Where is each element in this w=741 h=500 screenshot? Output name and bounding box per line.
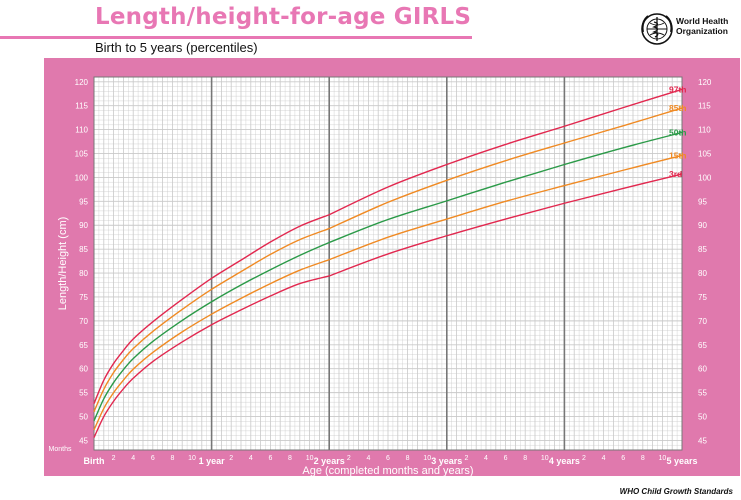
y-tick-label-left: 75: [79, 293, 88, 302]
y-tick-label-right: 105: [698, 150, 712, 159]
y-axis-title: Length/Height (cm): [57, 217, 69, 311]
x-axis-title: Age (completed months and years): [302, 465, 473, 477]
y-tick-label-right: 80: [698, 269, 707, 278]
series-label-p97: 97th: [669, 84, 686, 94]
y-tick-label-right: 110: [698, 126, 711, 135]
footer-text: WHO Child Growth Standards: [619, 487, 733, 496]
series-line-p97-height: [328, 88, 683, 216]
series-line-p15-length: [93, 259, 330, 431]
x-month-tick-label: 4: [366, 455, 370, 462]
x-month-tick-label: 8: [523, 455, 527, 462]
x-month-tick-label: 6: [151, 455, 155, 462]
x-month-tick-label: 4: [249, 455, 253, 462]
title-underline: [0, 36, 472, 39]
y-tick-label-left: 100: [75, 173, 89, 182]
series-line-p85-height: [328, 107, 683, 230]
x-year-label: 5 years: [666, 456, 697, 466]
series-line-p50-height: [328, 131, 683, 244]
x-month-tick-label: 10: [541, 455, 549, 462]
series-label-p50: 50th: [669, 127, 686, 137]
x-month-tick-label: 8: [641, 455, 645, 462]
x-month-tick-label: 8: [406, 455, 410, 462]
x-unit-label: Months: [49, 446, 72, 453]
logo-text: World Health Organization: [676, 16, 728, 36]
series-line-p50-length: [93, 241, 330, 422]
y-tick-label-right: 45: [698, 436, 707, 445]
y-tick-label-left: 90: [79, 221, 88, 230]
y-tick-label-left: 105: [75, 150, 89, 159]
y-tick-label-left: 45: [79, 436, 88, 445]
grid-lines: [94, 76, 682, 451]
series-label-p85: 85th: [669, 103, 686, 113]
series-line-p97-length: [93, 214, 330, 404]
x-month-tick-label: 6: [621, 455, 625, 462]
y-tick-label-right: 65: [698, 341, 707, 350]
y-tick-label-right: 55: [698, 389, 707, 398]
y-tick-label-left: 110: [75, 126, 88, 135]
series-label-p15: 15th: [669, 150, 686, 160]
y-tick-label-left: 65: [79, 341, 88, 350]
x-month-tick-label: 2: [112, 455, 116, 462]
x-year-label: 2 years: [314, 456, 345, 466]
series-p3: [93, 173, 683, 438]
x-month-tick-label: 2: [582, 455, 586, 462]
series-lines: [93, 88, 683, 438]
y-tick-label-left: 120: [75, 78, 89, 87]
series-p97: [93, 88, 683, 404]
y-tick-label-left: 50: [79, 413, 88, 422]
y-tick-label-right: 60: [698, 365, 707, 374]
x-month-tick-label: 10: [188, 455, 196, 462]
who-emblem-icon: [641, 13, 673, 45]
x-month-tick-label: 10: [306, 455, 314, 462]
x-month-tick-label: 6: [268, 455, 272, 462]
y-tick-label-right: 85: [698, 245, 707, 254]
y-tick-label-right: 50: [698, 413, 707, 422]
x-year-label: 1 year: [199, 456, 226, 466]
x-month-tick-label: 6: [504, 455, 508, 462]
y-tick-label-left: 80: [79, 269, 88, 278]
series-label-p3: 3rd: [669, 169, 682, 179]
y-tick-label-right: 90: [698, 221, 707, 230]
x-month-tick-label: 2: [347, 455, 351, 462]
logo-line-1: World Health: [676, 16, 729, 26]
y-tick-label-right: 100: [698, 173, 712, 182]
x-year-label: 4 years: [549, 456, 580, 466]
y-tick-label-left: 55: [79, 389, 88, 398]
series-line-p3-length: [93, 275, 330, 438]
x-year-label: 3 years: [431, 456, 462, 466]
series-p85: [93, 107, 683, 413]
y-tick-label-left: 115: [75, 102, 88, 111]
y-tick-label-right: 70: [698, 317, 707, 326]
y-tick-label-right: 75: [698, 293, 707, 302]
x-month-tick-label: 4: [484, 455, 488, 462]
x-month-tick-label: 8: [170, 455, 174, 462]
x-month-tick-label: 4: [602, 455, 606, 462]
x-month-tick-label: 10: [659, 455, 667, 462]
chart-title: Length/height-for-age GIRLS: [95, 4, 472, 30]
y-tick-label-left: 95: [79, 197, 88, 206]
who-logo: World Health Organization: [640, 12, 740, 48]
x-month-tick-label: 4: [131, 455, 135, 462]
series-line-p85-length: [93, 227, 330, 413]
series-line-p15-height: [328, 154, 683, 261]
plot-border: [93, 76, 683, 451]
x-month-tick-label: 6: [386, 455, 390, 462]
series-p50: [93, 131, 683, 422]
chart-subtitle: Birth to 5 years (percentiles): [95, 40, 258, 55]
x-month-tick-label: 2: [229, 455, 233, 462]
series-line-p3-height: [328, 173, 683, 277]
y-tick-label-right: 95: [698, 197, 707, 206]
logo-line-2: Organization: [676, 26, 728, 36]
x-month-tick-label: 8: [288, 455, 292, 462]
y-tick-label-left: 60: [79, 365, 88, 374]
x-month-tick-label: 2: [464, 455, 468, 462]
y-tick-label-right: 120: [698, 78, 712, 87]
y-tick-label-left: 70: [79, 317, 88, 326]
series-p15: [93, 154, 683, 431]
y-tick-label-left: 85: [79, 245, 88, 254]
y-tick-label-right: 115: [698, 102, 711, 111]
x-year-label: Birth: [84, 456, 105, 466]
x-month-tick-label: 10: [423, 455, 431, 462]
